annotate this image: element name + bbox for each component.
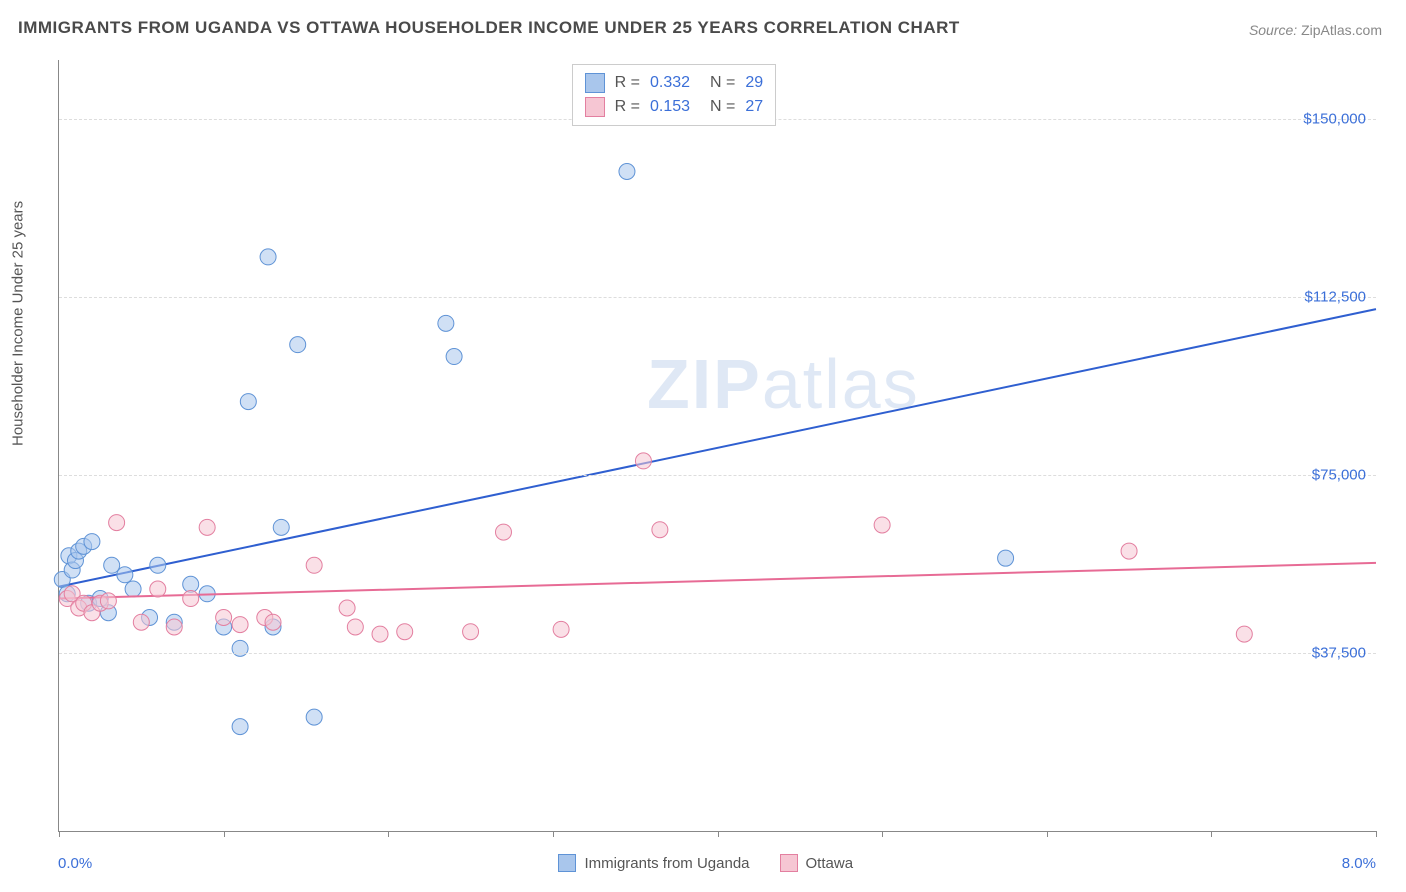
- legend-n-value: 29: [745, 74, 763, 92]
- data-point: [273, 519, 289, 535]
- data-point: [84, 534, 100, 550]
- trend-line: [59, 309, 1376, 587]
- data-point: [397, 624, 413, 640]
- legend-series-name: Immigrants from Uganda: [584, 855, 749, 872]
- y-tick-label: $150,000: [1303, 111, 1366, 128]
- data-point: [100, 593, 116, 609]
- data-point: [216, 609, 232, 625]
- legend-swatch: [558, 854, 576, 872]
- gridline: [59, 653, 1376, 654]
- data-point: [150, 557, 166, 573]
- y-tick-label: $112,500: [1305, 289, 1366, 306]
- x-tick: [718, 831, 719, 837]
- data-point: [183, 591, 199, 607]
- data-point: [104, 557, 120, 573]
- data-point: [1121, 543, 1137, 559]
- legend-n-label: N =: [710, 98, 735, 116]
- x-tick: [882, 831, 883, 837]
- x-tick: [553, 831, 554, 837]
- data-point: [635, 453, 651, 469]
- x-axis-max-label: 8.0%: [1342, 855, 1376, 872]
- data-point: [495, 524, 511, 540]
- gridline: [59, 475, 1376, 476]
- legend-item: Ottawa: [780, 854, 854, 872]
- x-axis-min-label: 0.0%: [58, 855, 92, 872]
- legend-row: R = 0.153 N = 27: [585, 95, 764, 119]
- plot-svg: [59, 60, 1376, 831]
- source-label: Source:: [1249, 22, 1297, 38]
- data-point: [998, 550, 1014, 566]
- legend-n-label: N =: [710, 74, 735, 92]
- source-value: ZipAtlas.com: [1301, 22, 1382, 38]
- correlation-legend: R = 0.332 N = 29 R = 0.153 N = 27: [572, 64, 777, 126]
- data-point: [150, 581, 166, 597]
- chart-title: IMMIGRANTS FROM UGANDA VS OTTAWA HOUSEHO…: [18, 18, 960, 38]
- legend-r-value: 0.153: [650, 98, 690, 116]
- legend-bottom: Immigrants from Uganda Ottawa: [558, 854, 853, 872]
- data-point: [166, 619, 182, 635]
- data-point: [117, 567, 133, 583]
- x-tick: [59, 831, 60, 837]
- data-point: [199, 519, 215, 535]
- x-tick: [1376, 831, 1377, 837]
- trend-line: [59, 563, 1376, 599]
- y-axis-title: Householder Income Under 25 years: [10, 201, 27, 446]
- data-point: [183, 576, 199, 592]
- data-point: [240, 394, 256, 410]
- legend-swatch: [585, 97, 605, 117]
- data-point: [438, 315, 454, 331]
- y-tick-label: $75,000: [1312, 467, 1366, 484]
- data-point: [306, 709, 322, 725]
- data-point: [109, 515, 125, 531]
- data-point: [232, 719, 248, 735]
- data-point: [290, 337, 306, 353]
- data-point: [446, 349, 462, 365]
- legend-swatch: [780, 854, 798, 872]
- data-point: [874, 517, 890, 533]
- data-point: [232, 617, 248, 633]
- legend-r-label: R =: [615, 74, 640, 92]
- data-point: [125, 581, 141, 597]
- legend-r-value: 0.332: [650, 74, 690, 92]
- legend-row: R = 0.332 N = 29: [585, 71, 764, 95]
- data-point: [306, 557, 322, 573]
- legend-swatch: [585, 73, 605, 93]
- data-point: [619, 163, 635, 179]
- data-point: [553, 621, 569, 637]
- y-tick-label: $37,500: [1312, 645, 1366, 662]
- gridline: [59, 297, 1376, 298]
- x-tick: [1047, 831, 1048, 837]
- legend-r-label: R =: [615, 98, 640, 116]
- data-point: [347, 619, 363, 635]
- data-point: [265, 614, 281, 630]
- x-tick: [1211, 831, 1212, 837]
- data-point: [339, 600, 355, 616]
- legend-item: Immigrants from Uganda: [558, 854, 749, 872]
- data-point: [1236, 626, 1252, 642]
- data-point: [652, 522, 668, 538]
- source-attribution: Source: ZipAtlas.com: [1249, 22, 1382, 38]
- plot-area: ZIPatlas $37,500$75,000$112,500$150,000: [58, 60, 1376, 832]
- data-point: [372, 626, 388, 642]
- legend-series-name: Ottawa: [806, 855, 854, 872]
- data-point: [463, 624, 479, 640]
- data-point: [260, 249, 276, 265]
- legend-n-value: 27: [745, 98, 763, 116]
- data-point: [133, 614, 149, 630]
- x-tick: [224, 831, 225, 837]
- x-tick: [388, 831, 389, 837]
- correlation-chart: IMMIGRANTS FROM UGANDA VS OTTAWA HOUSEHO…: [0, 0, 1406, 892]
